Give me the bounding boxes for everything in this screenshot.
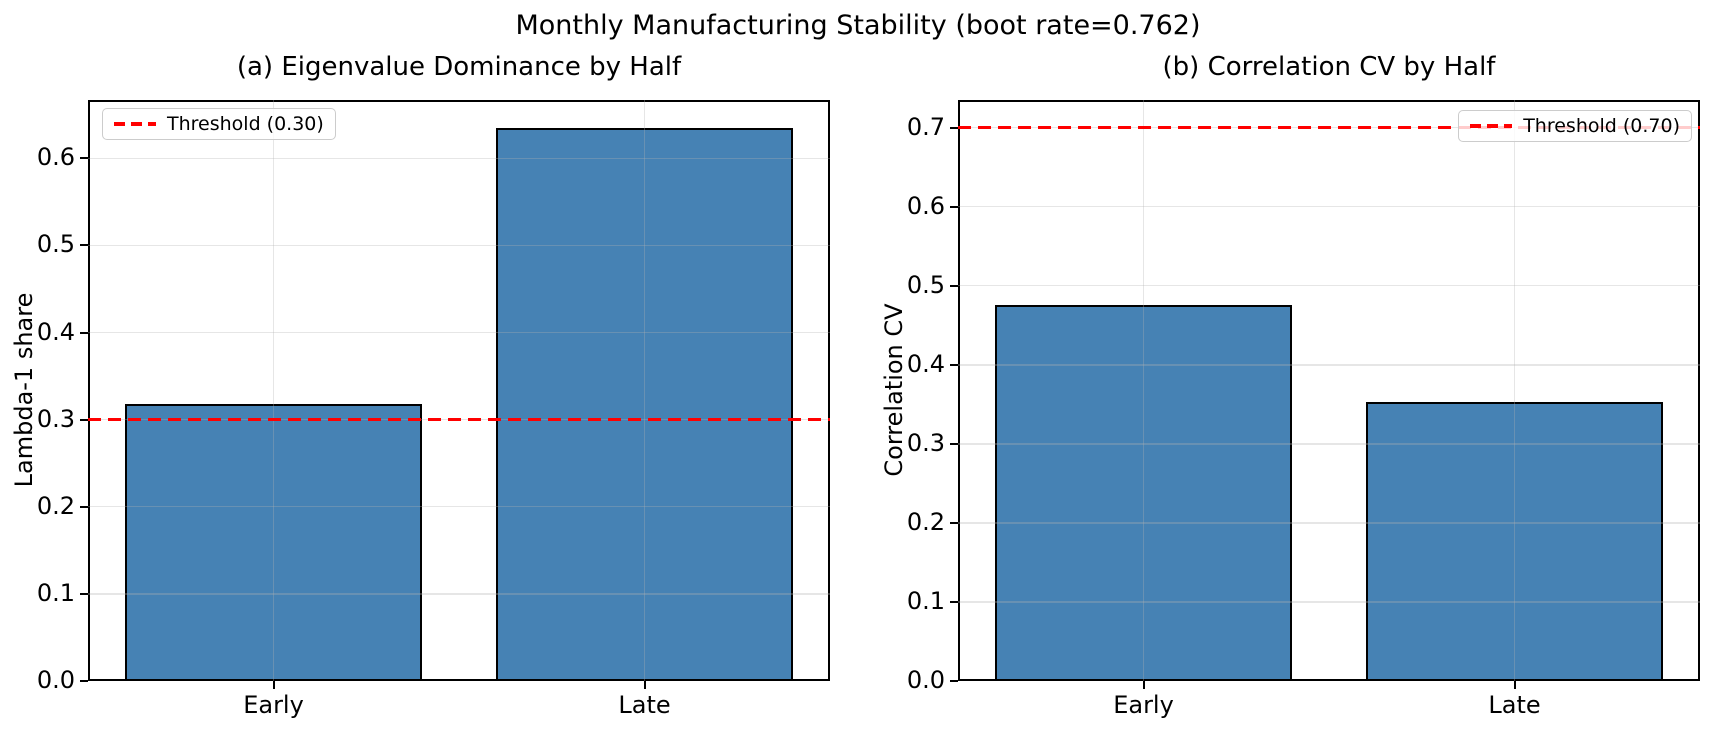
y-tick-label: 0.6 (906, 191, 945, 220)
y-tick-label: 0.1 (36, 579, 75, 608)
legend-label: Threshold (0.70) (1523, 115, 1680, 137)
gridline-horizontal (958, 522, 1700, 524)
y-tick-mark (950, 680, 958, 682)
gridline-vertical (272, 100, 275, 681)
x-tick-label-late: Late (618, 691, 671, 719)
bar-early (125, 404, 422, 681)
legend: Threshold (0.30) (102, 108, 336, 140)
y-tick-label: 0.4 (36, 317, 75, 346)
legend-label: Threshold (0.30) (167, 113, 324, 135)
y-tick-label: 0.3 (906, 429, 945, 458)
y-tick-mark (950, 442, 958, 445)
y-tick-label: 0.0 (906, 666, 945, 695)
x-tick-mark (643, 681, 646, 689)
threshold-line (88, 417, 830, 422)
x-tick-label-early: Early (1113, 691, 1174, 719)
gridline-vertical (1142, 100, 1145, 681)
y-tick-mark (950, 284, 958, 287)
threshold-dashed-line-icon (114, 122, 156, 126)
gridline-horizontal (88, 331, 830, 334)
y-tick-label: 0.2 (36, 491, 75, 520)
gridline-horizontal (958, 285, 1700, 287)
y-tick-mark (80, 505, 88, 508)
y-tick-label: 0.3 (36, 404, 75, 433)
y-tick-mark (950, 126, 958, 129)
panel-b-title: (b) Correlation CV by Half (1162, 52, 1496, 82)
y-tick-mark (950, 521, 958, 524)
y-tick-label: 0.2 (906, 508, 945, 537)
threshold-line (958, 125, 1700, 130)
gridline-horizontal (958, 206, 1700, 208)
gridline-horizontal (958, 443, 1700, 445)
y-tick-mark (80, 592, 88, 595)
bar-late (1366, 401, 1663, 681)
y-tick-mark (80, 244, 88, 247)
y-tick-label: 0.7 (906, 112, 945, 141)
gridline-horizontal (958, 364, 1700, 366)
gridline-horizontal (88, 157, 830, 160)
x-tick-mark (272, 681, 275, 689)
gridline-horizontal (958, 601, 1700, 603)
x-tick-label-late: Late (1488, 691, 1541, 719)
bar-late (496, 127, 793, 681)
gridline-horizontal (88, 506, 830, 508)
y-tick-mark (950, 600, 958, 603)
gridline-horizontal (88, 244, 830, 247)
y-tick-mark (80, 418, 88, 421)
y-tick-label: 0.1 (906, 587, 945, 616)
y-tick-label: 0.5 (36, 230, 75, 259)
panel-a-title: (a) Eigenvalue Dominance by Half (236, 52, 682, 82)
gridline-vertical (643, 100, 646, 681)
gridline-horizontal (88, 593, 830, 595)
gridline-vertical (1513, 100, 1516, 681)
x-tick-mark (1513, 681, 1516, 689)
y-tick-label: 0.6 (36, 143, 75, 172)
y-tick-mark (950, 205, 958, 208)
y-tick-label: 0.4 (906, 349, 945, 378)
threshold-dashed-line-icon (1470, 124, 1513, 128)
y-tick-mark (80, 680, 88, 682)
x-tick-mark (1142, 681, 1145, 689)
x-tick-label-early: Early (243, 691, 304, 719)
y-tick-label: 0.5 (906, 270, 945, 299)
legend: Threshold (0.70) (1458, 110, 1692, 142)
y-tick-label: 0.0 (36, 666, 75, 695)
y-tick-mark (80, 331, 88, 334)
bar-early (995, 304, 1292, 681)
figure-suptitle: Monthly Manufacturing Stability (boot ra… (515, 10, 1201, 41)
y-tick-mark (80, 157, 88, 160)
y-tick-mark (950, 363, 958, 366)
